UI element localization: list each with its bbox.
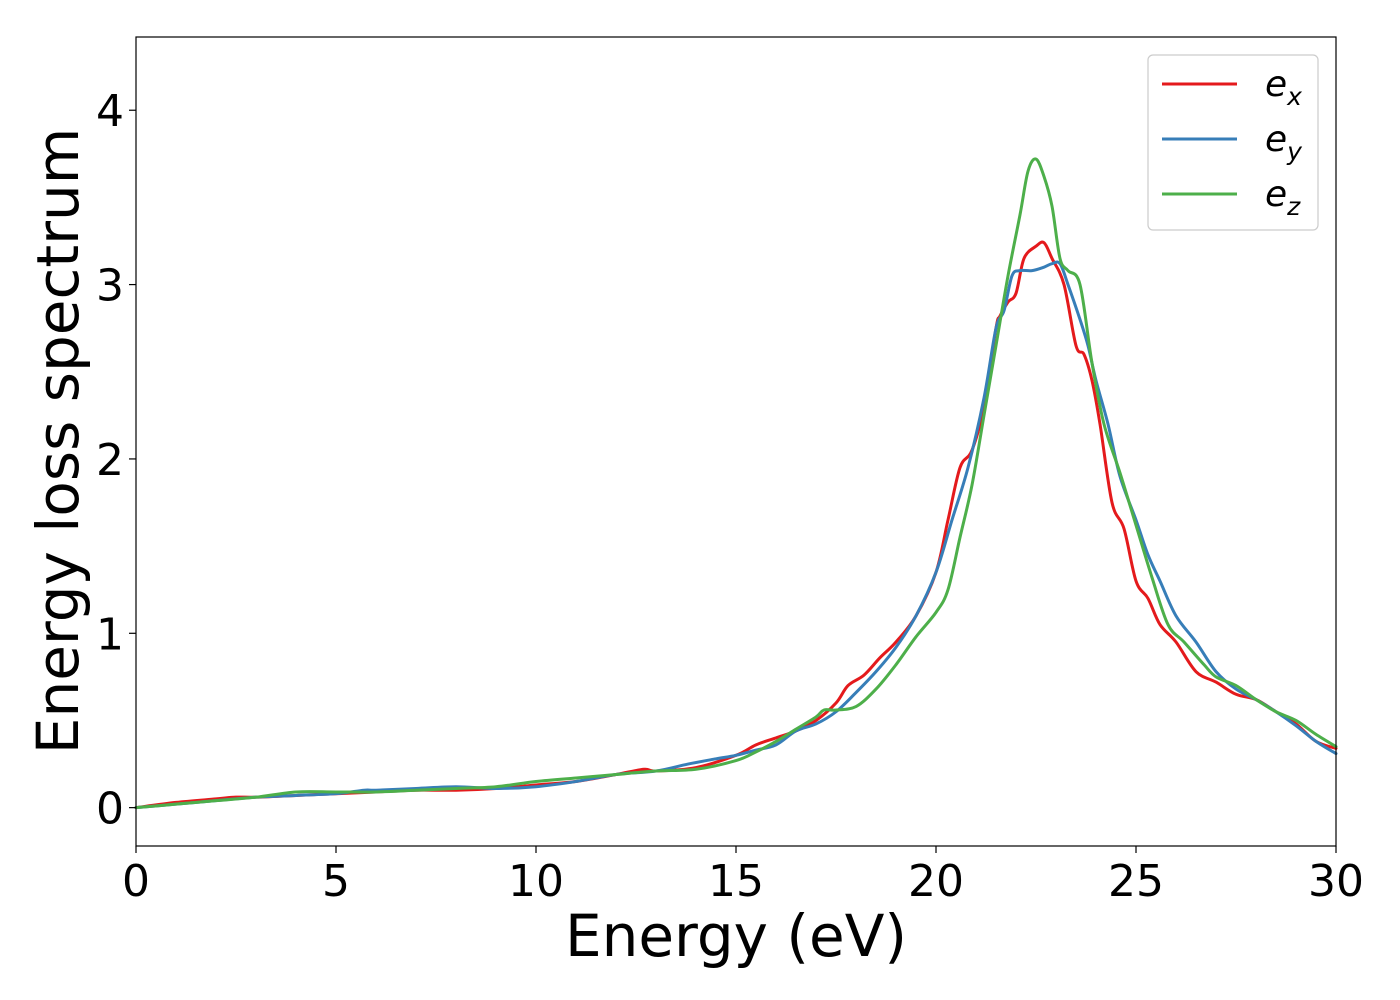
- x-axis: 0 5 10 15 20 25 30: [122, 846, 1364, 907]
- x-tick-label: 0: [122, 856, 150, 907]
- legend-label-ez: ez: [1265, 174, 1301, 221]
- legend: ex ey ez: [1147, 54, 1319, 231]
- x-tick-label: 30: [1308, 856, 1364, 907]
- plot-background: [136, 37, 1336, 846]
- y-tick-label: 1: [96, 609, 124, 660]
- legend-label-ex: ex: [1265, 64, 1302, 111]
- x-tick-label: 10: [508, 856, 564, 907]
- y-tick-label: 4: [96, 86, 124, 137]
- y-tick-label: 2: [96, 435, 124, 486]
- x-tick-label: 20: [908, 856, 964, 907]
- x-axis-title: Energy (eV): [565, 902, 907, 970]
- series-line-ez: [134, 157, 1338, 810]
- series-layer: [134, 157, 1338, 810]
- y-axis-title: Energy loss spectrum: [24, 128, 92, 754]
- legend-box: [1147, 54, 1319, 231]
- x-tick-label: 15: [708, 856, 764, 907]
- y-tick-label: 0: [96, 784, 124, 835]
- y-tick-label: 3: [96, 261, 124, 312]
- legend-label-ey: ey: [1265, 119, 1303, 166]
- x-tick-label: 25: [1108, 856, 1164, 907]
- y-axis: 0 1 2 3 4: [96, 86, 136, 835]
- x-tick-label: 5: [322, 856, 350, 907]
